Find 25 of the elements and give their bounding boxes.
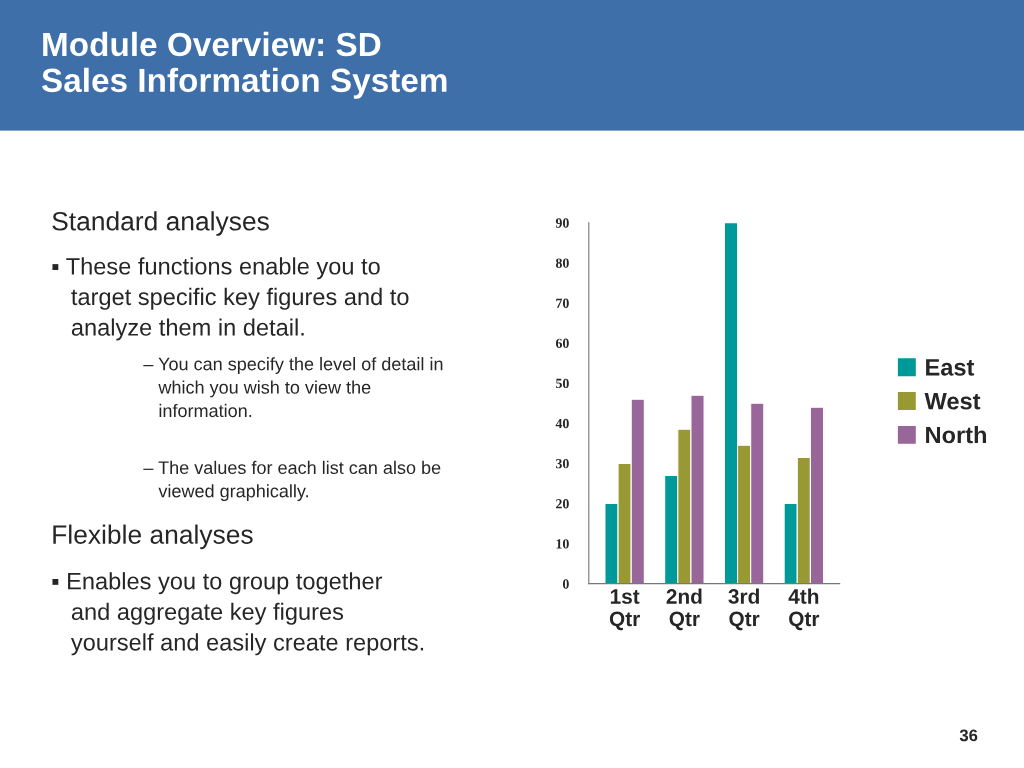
text: – The values for each list can also be viewed graphically. (143, 460, 441, 501)
text: ▪ These functions enable you to target specific key figures and to analyze them in detail. (52, 257, 409, 341)
x-tick-label: 1st Qtr (609, 589, 640, 631)
x-tick-label: 3rd Qtr (728, 588, 760, 631)
text: ▪ Enables you to group together and aggregate key figures yourself and easily create reports. (52, 572, 424, 656)
text: Module Overview: SD Sales Information System (41, 31, 447, 99)
x-tick-label: 2nd Qtr (666, 588, 702, 631)
x-tick-label: 4th Qtr (788, 588, 820, 631)
legend-label: West (924, 393, 981, 410)
y-tick-label: 0 (562, 579, 569, 589)
legend-label: East (926, 359, 975, 376)
text: Standard analyses (52, 211, 269, 236)
y-tick-label: 70 (556, 298, 569, 308)
legend-label: North (926, 426, 987, 444)
y-tick-label: 50 (556, 378, 569, 389)
y-tick-label: 80 (555, 258, 569, 268)
y-tick-label: 40 (555, 418, 569, 429)
y-tick-label: 10 (556, 539, 569, 549)
y-tick-label: 90 (555, 218, 569, 228)
y-tick-label: 20 (556, 499, 569, 509)
y-tick-label: 60 (555, 338, 569, 348)
y-tick-label: 30 (555, 458, 569, 469)
text: Flexible analyses (53, 524, 253, 550)
text: – You can specify the level of detail in which you wish to view the information. (143, 357, 443, 418)
text: 36 (959, 729, 978, 742)
